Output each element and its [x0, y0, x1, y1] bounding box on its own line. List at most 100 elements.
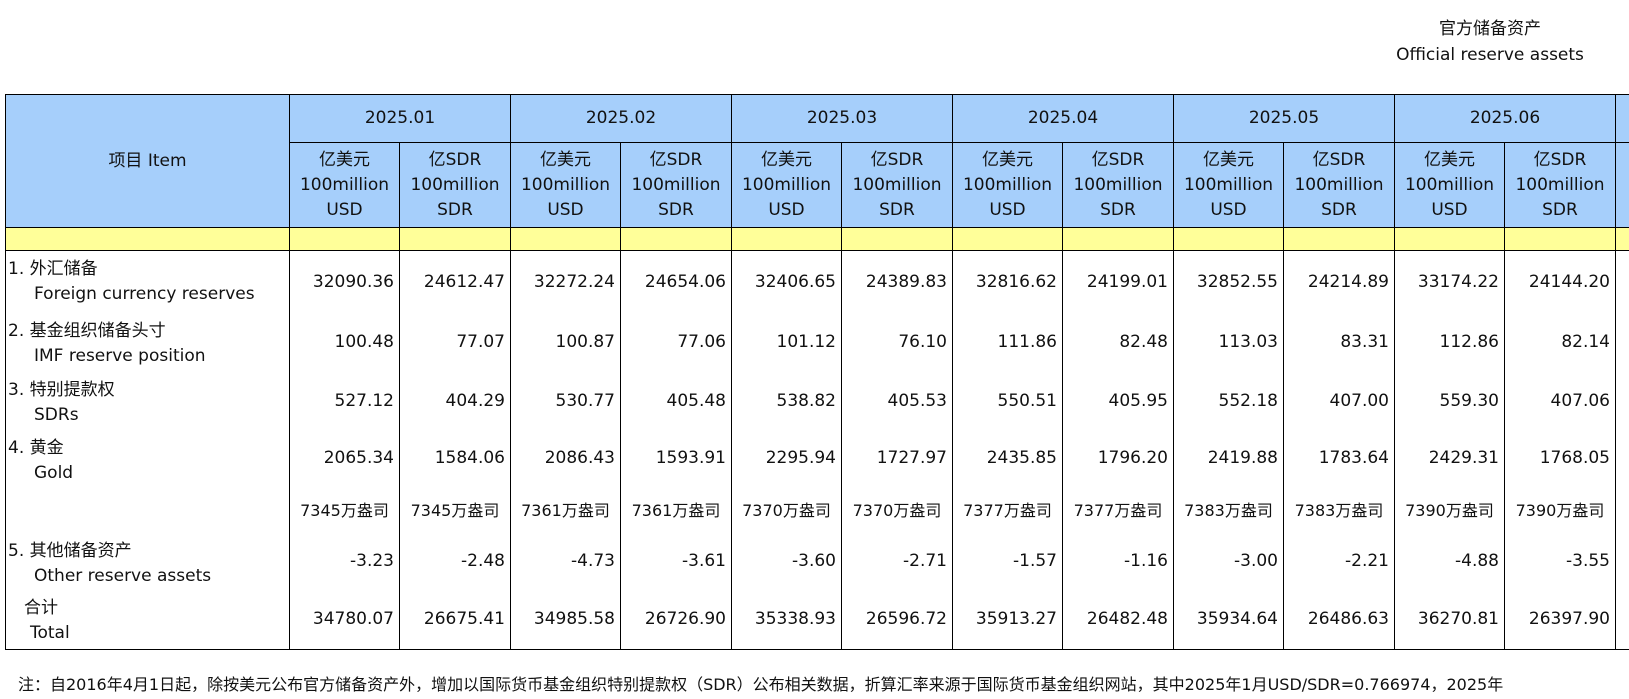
unit-line: 100million [741, 174, 832, 195]
unit-line: 100million [962, 174, 1053, 195]
label-en: Foreign currency reserves [34, 284, 255, 304]
cell [510, 227, 621, 251]
value-cell: 24612.47 [399, 250, 511, 313]
value-cell: 26482.48 [1062, 589, 1174, 650]
item-header: 项目 Item [5, 94, 290, 228]
unit-header: 亿美元 100million USD [1394, 142, 1505, 228]
value-cell: -1.57 [952, 532, 1063, 590]
label-en: SDRs [34, 404, 79, 425]
label-cn: 3. 特别提款权 [8, 379, 115, 400]
month-header: 2025.04 [952, 94, 1174, 143]
value-cell: 1727.97 [841, 429, 953, 486]
unit-line: 亿美元 [761, 149, 812, 170]
unit-line: USD [1431, 199, 1468, 220]
cell [841, 227, 953, 251]
value-cell: -2.21 [1283, 532, 1395, 590]
value-cell: 527.12 [289, 371, 400, 430]
value-cell: 32090.36 [289, 250, 400, 313]
value-cell: 7361万盎司 [510, 485, 621, 533]
cell [952, 227, 1063, 251]
reserve-table: 项目 Item 2025.01 2025.02 2025.03 2025.04 2025.… [5, 94, 1629, 650]
value-cell: -4.88 [1394, 532, 1505, 590]
value-cell: 2435.85 [952, 429, 1063, 486]
unit-line: 100million [1183, 174, 1274, 195]
value-cell: 2065.34 [289, 429, 400, 486]
value-cell: 77.06 [620, 312, 732, 372]
label-cn: 合计 [24, 597, 58, 618]
cell [1615, 589, 1629, 650]
value-cell: 26397.90 [1504, 589, 1616, 650]
row-label: 3. 特别提款权 SDRs [5, 371, 290, 430]
value-cell: -2.71 [841, 532, 953, 590]
value-cell: 101.12 [731, 312, 842, 372]
unit-line: SDR [658, 199, 694, 220]
unit-line: 100million [1294, 174, 1384, 195]
data-row: 3. 特别提款权 SDRs 527.12 404.29 530.77 405.48 538.… [5, 371, 1629, 430]
month-header: 2025.02 [510, 94, 732, 143]
unit-line: 亿美元 [982, 149, 1033, 170]
unit-header: 亿SDR 100million SDR [620, 142, 732, 228]
unit-line: 100million [1073, 174, 1163, 195]
value-cell: 7345万盎司 [289, 485, 400, 533]
label-en: Other reserve assets [34, 565, 212, 586]
value-cell: 550.51 [952, 371, 1063, 430]
row-label: 合计 Total [5, 589, 290, 650]
month-header: 2025.06 [1394, 94, 1616, 143]
cell [1504, 227, 1616, 251]
cell [1173, 227, 1284, 251]
unit-row: 亿美元 100million USD 亿SDR 100million SDR 亿美元 100m… [6, 142, 1629, 228]
value-cell: 26596.72 [841, 589, 953, 650]
value-cell: 83.31 [1283, 312, 1395, 372]
spacer-row [5, 227, 1629, 251]
value-cell: 2429.31 [1394, 429, 1505, 486]
value-cell: 7383万盎司 [1283, 485, 1395, 533]
value-cell: 26486.63 [1283, 589, 1395, 650]
unit-header: 亿美元 100million USD [510, 142, 621, 228]
value-cell: 32852.55 [1173, 250, 1284, 313]
unit-header: 亿美元 100million USD [731, 142, 842, 228]
value-cell: 32816.62 [952, 250, 1063, 313]
value-cell: 35934.64 [1173, 589, 1284, 650]
value-cell: 407.06 [1504, 371, 1616, 430]
value-cell: -2.48 [399, 532, 511, 590]
value-cell: 1584.06 [399, 429, 511, 486]
unit-line: USD [989, 199, 1026, 220]
unit-line: USD [326, 199, 363, 220]
page-title: 官方储备资产 Official reserve assets [1380, 16, 1600, 68]
value-cell: -1.16 [1062, 532, 1174, 590]
data-row: 7345万盎司 7345万盎司 7361万盎司 7361万盎司 7370万盎司 7370万… [5, 485, 1629, 533]
unit-line: 亿SDR [649, 149, 703, 170]
title-cn: 官方储备资产 [1439, 19, 1541, 39]
value-cell: 77.07 [399, 312, 511, 372]
unit-header: 亿美元 100million USD [952, 142, 1063, 228]
unit-line: USD [547, 199, 584, 220]
label-cn: 2. 基金组织储备头寸 [8, 320, 166, 341]
cell [5, 227, 290, 251]
row-label [5, 485, 290, 533]
value-cell: 538.82 [731, 371, 842, 430]
label-en: Gold [34, 462, 74, 483]
unit-line: 亿美元 [319, 149, 370, 170]
value-cell: 36270.81 [1394, 589, 1505, 650]
value-cell: 34985.58 [510, 589, 621, 650]
value-cell: 407.00 [1283, 371, 1395, 430]
unit-line: 亿SDR [1312, 149, 1366, 170]
unit-header: 亿SDR 100million SDR [1504, 142, 1616, 228]
row-label: 1. 外汇储备 Foreign currency reserves [5, 250, 290, 313]
unit-line: 亿美元 [540, 149, 591, 170]
label-en: Total [30, 622, 70, 643]
value-cell: 35338.93 [731, 589, 842, 650]
cell [1062, 227, 1174, 251]
cell [289, 227, 400, 251]
unit-header: 亿SDR 100million SDR [1283, 142, 1395, 228]
value-cell: -3.23 [289, 532, 400, 590]
unit-line: 100million [852, 174, 942, 195]
unit-line: 100million [1515, 174, 1605, 195]
value-cell: 26675.41 [399, 589, 511, 650]
value-cell: 24214.89 [1283, 250, 1395, 313]
value-cell: 405.95 [1062, 371, 1174, 430]
header-row: 项目 Item 2025.01 2025.02 2025.03 2025.04 2025.… [5, 94, 1629, 228]
data-row: 5. 其他储备资产 Other reserve assets -3.23 -2.48-… [5, 532, 1629, 590]
value-cell: 559.30 [1394, 371, 1505, 430]
